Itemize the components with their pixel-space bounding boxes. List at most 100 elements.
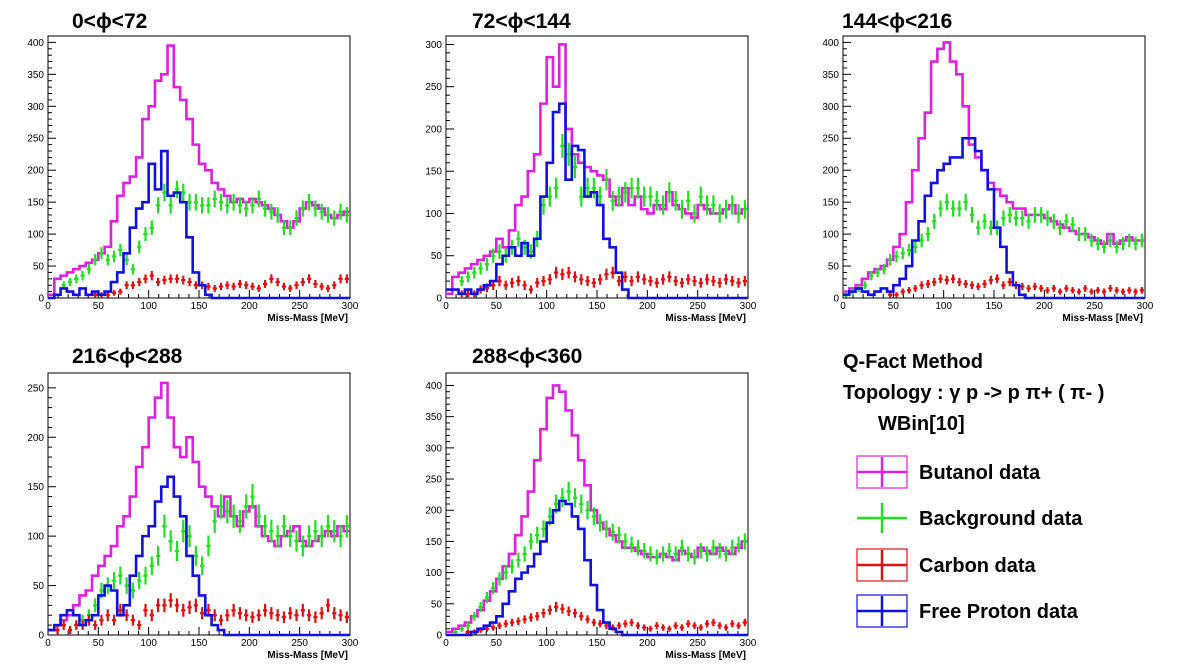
x-tick-label: 100 <box>140 638 157 649</box>
y-tick-label: 250 <box>822 134 839 145</box>
x-tick-label: 0 <box>443 638 449 649</box>
x-tick-label: 250 <box>689 301 706 312</box>
y-tick-label: 0 <box>436 294 442 305</box>
info-wbin: WBin[10] <box>878 413 965 435</box>
info-block: Q-Fact Method Topology : γ p -> p π+ ( π… <box>843 351 1104 435</box>
panel-title: 72<ϕ<144 <box>472 10 571 33</box>
y-tick-label: 50 <box>828 262 840 273</box>
y-tick-label: 250 <box>27 383 44 394</box>
panel: 72<ϕ<144 0 50 100 150 200 250 300 0 50 100 150 200 25… <box>425 10 756 324</box>
panel: 216<ϕ<288 0 50 100 150 200 250 0 50 100 150 200 250 3… <box>27 345 358 661</box>
series-carbon-points <box>55 593 349 635</box>
legend: Butanol data Background data Carbon data Fr… <box>856 455 1083 628</box>
legend-label: Butanol data <box>919 462 1041 484</box>
x-tick-label: 150 <box>589 638 606 649</box>
x-tick-label: 50 <box>491 638 503 649</box>
y-tick-label: 100 <box>425 209 442 220</box>
y-tick-label: 50 <box>431 251 443 262</box>
series-carbon-points <box>465 601 747 635</box>
x-tick-label: 300 <box>740 301 757 312</box>
series-free-proton-line <box>48 475 350 637</box>
legend-item-background: Background data <box>857 503 1083 533</box>
panels: 0<ϕ<72 0 50 100 150 200 250 300 350 400 0 50 100 150 2… <box>27 10 1153 661</box>
panel-title: 144<ϕ<216 <box>842 10 952 33</box>
y-tick-label: 150 <box>425 537 442 548</box>
series-butanol-line <box>48 381 350 632</box>
x-tick-label: 200 <box>1036 301 1053 312</box>
x-tick-label: 200 <box>639 301 656 312</box>
panel: 144<ϕ<216 0 50 100 150 200 250 300 350 400 0 50 100 1… <box>822 10 1153 324</box>
panel-title: 288<ϕ<360 <box>472 345 582 368</box>
y-tick-label: 50 <box>33 581 45 592</box>
y-tick-label: 300 <box>27 102 44 113</box>
x-tick-label: 0 <box>45 301 51 312</box>
panel: 0<ϕ<72 0 50 100 150 200 250 300 350 400 0 50 100 150 2… <box>27 10 358 324</box>
x-axis-label: Miss-Mass [MeV] <box>1062 313 1143 324</box>
x-tick-label: 200 <box>241 638 258 649</box>
x-tick-label: 50 <box>93 638 105 649</box>
series-carbon-points <box>93 270 349 298</box>
series-background-points <box>67 484 349 635</box>
x-tick-label: 200 <box>639 638 656 649</box>
panel: 288<ϕ<360 0 50 100 150 200 250 300 350 400 0 50 100 1… <box>425 345 756 661</box>
series-free-proton-line <box>843 136 1145 300</box>
x-tick-label: 250 <box>291 301 308 312</box>
y-tick-label: 250 <box>425 82 442 93</box>
y-tick-label: 100 <box>27 532 44 543</box>
x-tick-label: 0 <box>443 301 449 312</box>
series-background-points <box>453 481 747 635</box>
x-tick-label: 100 <box>935 301 952 312</box>
y-tick-label: 150 <box>425 167 442 178</box>
x-axis-label: Miss-Mass [MeV] <box>267 313 348 324</box>
y-tick-label: 400 <box>425 381 442 392</box>
x-axis-label: Miss-Mass [MeV] <box>267 650 348 661</box>
legend-label: Background data <box>919 508 1083 530</box>
x-tick-label: 50 <box>491 301 503 312</box>
series-background-points <box>459 133 747 287</box>
y-tick-label: 50 <box>431 599 443 610</box>
series-background-points <box>61 180 349 290</box>
x-tick-label: 300 <box>1137 301 1154 312</box>
y-tick-label: 250 <box>425 475 442 486</box>
y-tick-label: 0 <box>436 631 442 642</box>
y-tick-label: 0 <box>38 294 44 305</box>
series-carbon-points <box>459 266 747 298</box>
series-butanol-line <box>48 44 350 297</box>
series-carbon-points <box>888 274 1144 298</box>
y-tick-label: 200 <box>425 124 442 135</box>
y-tick-label: 100 <box>425 568 442 579</box>
panel-title: 0<ϕ<72 <box>72 10 147 33</box>
x-tick-label: 50 <box>888 301 900 312</box>
series-background-points <box>844 193 1144 298</box>
series-free-proton-line <box>446 499 748 637</box>
x-tick-label: 300 <box>740 638 757 649</box>
y-tick-label: 200 <box>27 166 44 177</box>
x-tick-label: 300 <box>342 638 359 649</box>
y-tick-label: 300 <box>425 443 442 454</box>
x-tick-label: 250 <box>291 638 308 649</box>
legend-label: Carbon data <box>919 555 1037 577</box>
info-method: Q-Fact Method <box>843 351 983 373</box>
legend-label: Free Proton data <box>919 601 1079 623</box>
y-tick-label: 300 <box>822 102 839 113</box>
info-topology: Topology : γ p -> p π+ ( π- ) <box>843 382 1104 404</box>
legend-item-free-proton: Free Proton data <box>856 594 1079 628</box>
x-tick-label: 50 <box>93 301 105 312</box>
y-tick-label: 150 <box>27 198 44 209</box>
x-tick-label: 300 <box>342 301 359 312</box>
plot-frame <box>445 35 749 299</box>
y-tick-label: 350 <box>822 70 839 81</box>
y-tick-label: 300 <box>425 40 442 51</box>
y-tick-label: 200 <box>27 433 44 444</box>
x-axis-label: Miss-Mass [MeV] <box>665 650 746 661</box>
y-tick-label: 250 <box>27 134 44 145</box>
x-tick-label: 200 <box>241 301 258 312</box>
y-tick-label: 0 <box>833 294 839 305</box>
y-tick-label: 50 <box>33 262 45 273</box>
y-tick-label: 400 <box>822 38 839 49</box>
x-tick-label: 150 <box>589 301 606 312</box>
series-free-proton-line <box>446 102 748 300</box>
x-tick-label: 150 <box>191 638 208 649</box>
y-tick-label: 200 <box>822 166 839 177</box>
